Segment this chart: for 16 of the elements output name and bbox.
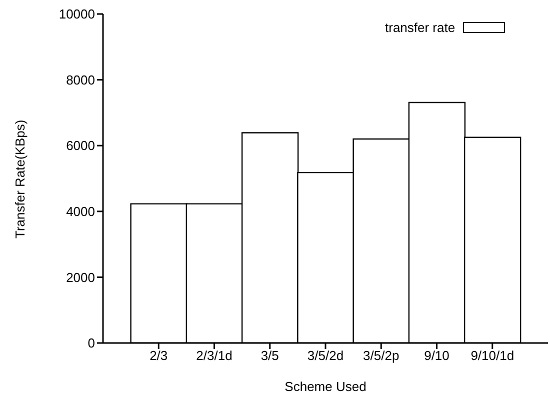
y-tick-label: 8000 (66, 72, 95, 88)
x-tick-label: 9/10/1d (470, 348, 514, 364)
y-tick-label: 0 (88, 336, 95, 351)
y-tick-label: 2000 (66, 270, 95, 285)
legend-label: transfer rate (385, 20, 456, 35)
x-tick-label: 3/5/2d (307, 348, 344, 364)
x-axis-title: Scheme Used (284, 379, 366, 394)
x-tick-label: 3/5 (260, 348, 279, 364)
x-tick-label: 9/10 (424, 348, 450, 364)
y-tick-label: 4000 (66, 204, 95, 220)
x-tick-label: 3/5/2p (363, 348, 400, 364)
x-tick-label: 2/3 (150, 348, 168, 364)
x-tick-label: 2/3/1d (196, 348, 232, 364)
y-axis-title: Transfer Rate(KBps) (12, 120, 28, 238)
y-tick-label: 10000 (58, 6, 95, 22)
y-tick-label: 6000 (66, 138, 95, 154)
